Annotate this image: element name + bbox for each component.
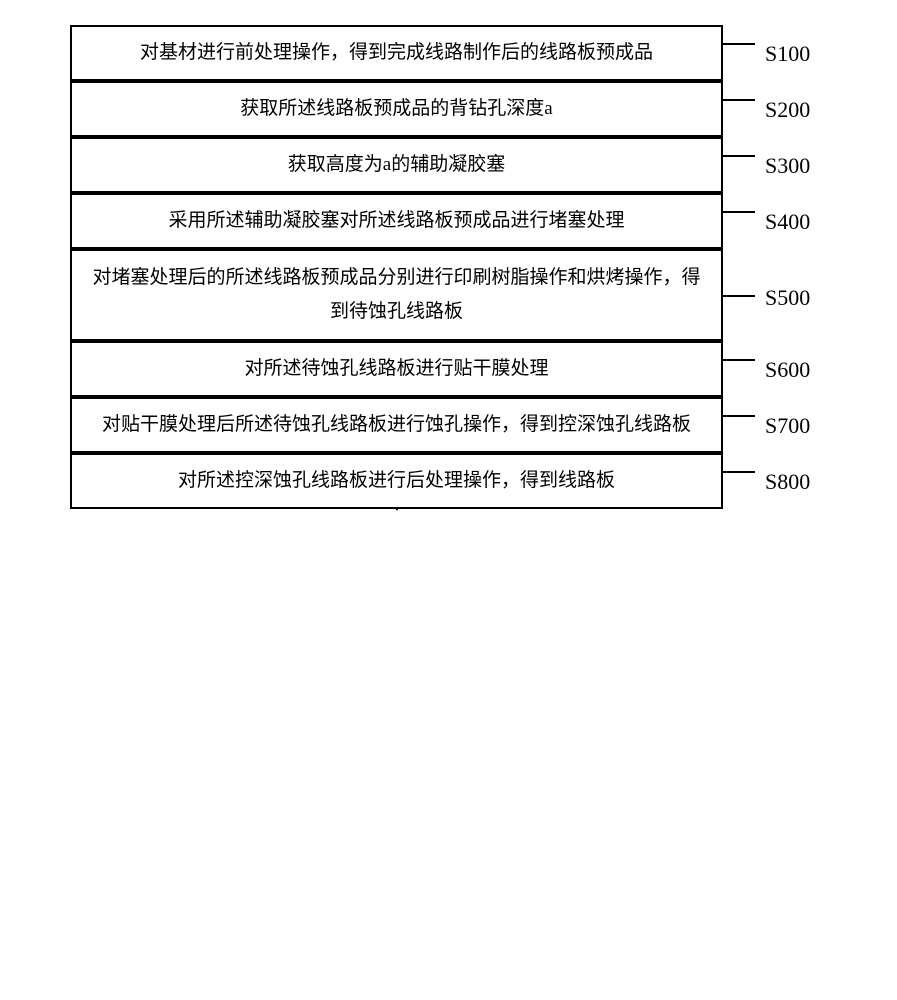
step-text: 对所述待蚀孔线路板进行贴干膜处理 (244, 352, 548, 386)
step-text: 对所述控深蚀孔线路板进行后处理操作，得到线路板 (178, 464, 615, 498)
flowchart-container: 对基材进行前处理操作，得到完成线路制作后的线路板预成品 S100 获取所述线路板… (70, 25, 830, 509)
step-label: S100 (765, 41, 810, 67)
step-box: 采用所述辅助凝胶塞对所述线路板预成品进行堵塞处理 (70, 193, 723, 249)
label-tick (723, 295, 755, 297)
step-label: S600 (765, 357, 810, 383)
step-label: S800 (765, 469, 810, 495)
step-text: 获取高度为a的辅助凝胶塞 (288, 148, 505, 182)
step-s400: 采用所述辅助凝胶塞对所述线路板预成品进行堵塞处理 S400 (70, 193, 830, 249)
step-box: 对贴干膜处理后所述待蚀孔线路板进行蚀孔操作，得到控深蚀孔线路板 (70, 397, 723, 453)
label-tick (723, 359, 755, 361)
step-box: 获取所述线路板预成品的背钻孔深度a (70, 81, 723, 137)
step-text: 对贴干膜处理后所述待蚀孔线路板进行蚀孔操作，得到控深蚀孔线路板 (102, 408, 691, 442)
step-s200: 获取所述线路板预成品的背钻孔深度a S200 (70, 81, 830, 137)
step-box: 获取高度为a的辅助凝胶塞 (70, 137, 723, 193)
step-s700: 对贴干膜处理后所述待蚀孔线路板进行蚀孔操作，得到控深蚀孔线路板 S700 (70, 397, 830, 453)
step-text: 采用所述辅助凝胶塞对所述线路板预成品进行堵塞处理 (168, 204, 624, 238)
step-label: S200 (765, 97, 810, 123)
label-tick (723, 155, 755, 157)
step-text: 对基材进行前处理操作，得到完成线路制作后的线路板预成品 (140, 36, 653, 70)
step-box: 对基材进行前处理操作，得到完成线路制作后的线路板预成品 (70, 25, 723, 81)
step-label: S500 (765, 285, 810, 311)
step-box: 对所述控深蚀孔线路板进行后处理操作，得到线路板 (70, 453, 723, 509)
step-text: 获取所述线路板预成品的背钻孔深度a (240, 92, 552, 126)
step-s800: 对所述控深蚀孔线路板进行后处理操作，得到线路板 S800 (70, 453, 830, 509)
label-tick (723, 471, 755, 473)
label-tick (723, 99, 755, 101)
step-s500: 对堵塞处理后的所述线路板预成品分别进行印刷树脂操作和烘烤操作，得到待蚀孔线路板 … (70, 249, 830, 341)
step-s300: 获取高度为a的辅助凝胶塞 S300 (70, 137, 830, 193)
label-tick (723, 211, 755, 213)
step-label: S700 (765, 413, 810, 439)
step-box: 对堵塞处理后的所述线路板预成品分别进行印刷树脂操作和烘烤操作，得到待蚀孔线路板 (70, 249, 723, 341)
label-tick (723, 43, 755, 45)
step-s100: 对基材进行前处理操作，得到完成线路制作后的线路板预成品 S100 (70, 25, 830, 81)
label-tick (723, 415, 755, 417)
step-label: S300 (765, 153, 810, 179)
step-text: 对堵塞处理后的所述线路板预成品分别进行印刷树脂操作和烘烤操作，得到待蚀孔线路板 (92, 261, 701, 329)
step-s600: 对所述待蚀孔线路板进行贴干膜处理 S600 (70, 341, 830, 397)
step-label: S400 (765, 209, 810, 235)
step-box: 对所述待蚀孔线路板进行贴干膜处理 (70, 341, 723, 397)
